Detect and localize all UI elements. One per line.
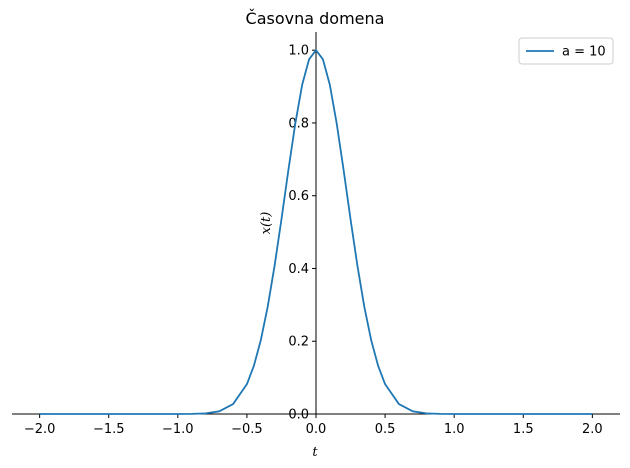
series-line <box>39 49 593 415</box>
series-layer <box>39 49 593 415</box>
x-tick-label: −1.5 <box>93 422 125 437</box>
y-tick-label: 1.0 <box>288 44 309 59</box>
x-tick-label: 1.0 <box>444 422 465 437</box>
x-tick-label: −2.0 <box>24 422 56 437</box>
chart-title: Časovna domena <box>246 9 385 28</box>
legend: a = 10 <box>518 37 614 65</box>
y-tick-label: 0.4 <box>288 262 309 277</box>
y-tick-label: 0.0 <box>288 408 309 423</box>
x-tick-label: 0.0 <box>306 422 327 437</box>
legend-box <box>518 37 614 65</box>
axes: −2.0 −1.5 −1.0 −0.5 0.0 0.5 1.0 1.5 2.0 0.0 0.2 0.4… <box>12 32 620 437</box>
y-tick-label: 0.8 <box>288 116 309 131</box>
legend-label: a = 10 <box>562 45 606 60</box>
x-tick-label: −1.0 <box>162 422 194 437</box>
x-axis-label: t <box>312 445 318 460</box>
x-tick-label: 1.5 <box>513 422 534 437</box>
x-tick-label: 0.5 <box>375 422 396 437</box>
y-axis-label: x(t) <box>259 212 274 235</box>
x-tick-label: −0.5 <box>231 422 263 437</box>
y-tick-label: 0.2 <box>288 335 309 350</box>
x-tick-label: 2.0 <box>582 422 603 437</box>
y-tick-label: 0.6 <box>288 189 309 204</box>
